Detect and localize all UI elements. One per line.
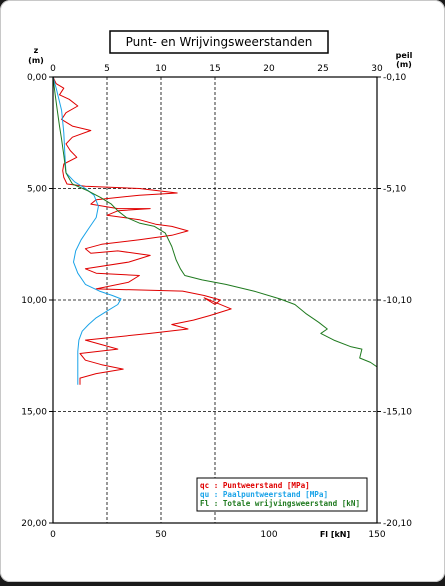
top-axis-tick-label: 10 xyxy=(155,64,167,74)
bottom-axis-tick-label: 100 xyxy=(260,530,277,540)
right-axis-tick-label: -10,10 xyxy=(383,296,412,306)
left-axis-tick-label: 15,00 xyxy=(21,408,47,418)
legend-entry-fl: Fl : Totale wrijvingsweerstand [kN] xyxy=(200,499,360,508)
series-line-Fl xyxy=(53,77,377,368)
grid xyxy=(53,77,377,523)
right-axis-unit: (m) xyxy=(396,60,412,69)
left-axis-tick-label: 0,00 xyxy=(27,73,47,83)
plot-area-border xyxy=(52,76,378,524)
legend-entry-qc: qc : Puntweerstand [MPa] xyxy=(200,481,310,490)
left-axis-unit: (m) xyxy=(28,56,44,65)
tick-labels: 0,00 5,00 10,00 15,00 20,00 -0,10 -5,10 -10,10 -… xyxy=(21,64,412,540)
legend-entry-qu: qu : Paalpuntweerstand [MPa] xyxy=(200,490,328,499)
title-box xyxy=(109,30,329,54)
chart-title: Punt- en Wrijvingsweerstanden xyxy=(126,35,313,49)
bottom-axis-label: Fl [kN] xyxy=(320,530,350,539)
series-line-qu xyxy=(53,77,122,385)
left-axis-label: z xyxy=(34,46,39,55)
legend-box xyxy=(196,477,368,512)
bottom-axis-tick-label: 0 xyxy=(50,530,56,540)
bottom-axis-tick-label: 50 xyxy=(155,530,167,540)
top-axis-tick-label: 25 xyxy=(317,64,328,74)
top-axis-tick-label: 30 xyxy=(371,64,383,74)
left-axis-tick-label: 20,00 xyxy=(21,519,47,529)
top-axis-tick-label: 15 xyxy=(209,64,220,74)
right-axis-tick-label: -20,10 xyxy=(383,519,412,529)
right-axis-tick-label: -0,10 xyxy=(383,73,407,83)
top-axis-tick-label: 5 xyxy=(104,64,110,74)
series-lines xyxy=(53,77,377,385)
bottom-axis-tick-label: 150 xyxy=(368,530,385,540)
top-axis-tick-label: 0 xyxy=(50,64,56,74)
left-axis-tick-label: 10,00 xyxy=(21,296,47,306)
left-axis-tick-label: 5,00 xyxy=(27,185,47,195)
right-axis-label: peil xyxy=(396,51,413,60)
right-axis-tick-label: -15,10 xyxy=(383,408,412,418)
series-line-qc xyxy=(53,77,232,385)
top-axis-tick-label: 20 xyxy=(263,64,275,74)
right-axis-tick-label: -5,10 xyxy=(383,185,407,195)
